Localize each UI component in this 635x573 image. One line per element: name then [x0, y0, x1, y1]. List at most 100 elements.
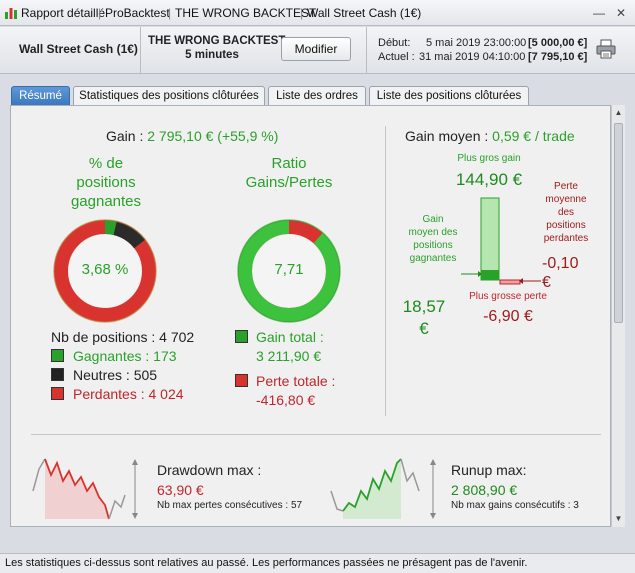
largest-loss-label: Plus grosse perte [469, 291, 547, 302]
drawdown-label: Drawdown max : [157, 462, 262, 478]
drawdown-sparkline [32, 458, 138, 520]
current-date: 31 mai 2019 04:10:00 [419, 51, 526, 63]
title-separator: | [98, 6, 102, 20]
vertical-scrollbar[interactable]: ▲ ▼ [611, 105, 625, 527]
title-separator: | [300, 6, 304, 20]
printer-icon[interactable] [595, 38, 617, 60]
avg-winning-value-line: 18,57 [402, 297, 446, 316]
avg-losing-value: -0,10 € [542, 254, 578, 292]
drawdown-value: 63,90 € [157, 482, 204, 498]
ratio-value: 7,71 [274, 261, 304, 278]
legend-neutral: Neutres : 505 [73, 367, 158, 383]
winning-pct-value: 3,68 % [81, 261, 129, 278]
title-item-report: Rapport détaillé [21, 6, 106, 20]
runup-sparkline [330, 458, 436, 519]
drawdown-line-after [108, 494, 126, 520]
tab-resume[interactable]: Résumé [11, 86, 70, 106]
runup-range-arrow-down [430, 513, 436, 519]
ring-outline [53, 219, 157, 323]
avg-winning-label-line: Gain [422, 214, 444, 225]
tab-closed-positions-stats[interactable]: Statistiques des positions clôturées [73, 86, 265, 106]
average-gain-line: Gain moyen : 0,59 € / trade [405, 128, 575, 144]
avg-losing-label-line: moyenne [545, 194, 587, 205]
drawdown-line-before [32, 458, 46, 492]
gain-line: Gain : 2 795,10 € (+55,9 %) [106, 128, 278, 144]
avg-winning-value: 18,57 € [396, 296, 452, 340]
perte-totale-value: -416,80 € [256, 392, 316, 408]
drawdown-range-arrow-up [132, 459, 138, 465]
avg-losing-label: Perte moyenne des positions perdantes [535, 180, 597, 245]
gain-total-value: 3 211,90 € [256, 348, 322, 364]
runup-value: 2 808,90 € [451, 482, 518, 498]
title-item-backtest: THE WRONG BACKTEST [175, 6, 317, 20]
winning-title-line: gagnantes [70, 193, 142, 210]
minimize-icon[interactable]: — [593, 6, 605, 20]
legend-neutral-swatch [51, 368, 64, 381]
winning-title-line: positions [76, 174, 136, 191]
current-value: [7 795,10 €] [528, 51, 588, 63]
runup-sub: Nb max gains consécutifs : 3 [451, 500, 579, 511]
report-header: Wall Street Cash (1€) THE WRONG BACKTEST… [0, 27, 635, 74]
title-item-probacktest: ProBacktest [105, 6, 170, 20]
average-gain-label: Gain moyen : [405, 128, 489, 144]
gain-loss-bar-diagram [461, 197, 541, 285]
drawdown-range-arrow-down [132, 513, 138, 519]
ratio-ring-gain-segment [238, 220, 340, 322]
avg-winning-label-line: moyen des [408, 227, 458, 238]
ratio-ring-outline [237, 219, 341, 323]
largest-loss-bar [499, 279, 521, 285]
perte-totale-label: Perte totale : [256, 373, 336, 389]
close-icon[interactable]: ✕ [615, 6, 627, 20]
winning-title-line: % de [88, 155, 124, 172]
tab-orders-list[interactable]: Liste des ordres [268, 86, 366, 106]
ratio-title-line: Gains/Pertes [245, 174, 333, 191]
backtest-timeframe: 5 minutes [185, 49, 239, 61]
scrollbar-thumb[interactable] [614, 123, 623, 323]
legend-winners-swatch [51, 349, 64, 362]
gain-loss-ratio-ring [237, 219, 341, 323]
gain-label: Gain : [106, 128, 144, 144]
runup-label: Runup max: [451, 462, 527, 478]
largest-gain-label: Plus gros gain [457, 153, 521, 164]
largest-gain-bar [480, 197, 500, 281]
current-label: Actuel : [378, 51, 415, 63]
average-gain-value: 0,59 € / trade [492, 128, 575, 144]
modify-button[interactable]: Modifier [281, 37, 351, 61]
largest-loss-value: -6,90 € [483, 308, 533, 325]
legend-winners: Gagnantes : 173 [73, 348, 177, 364]
instrument-box: Wall Street Cash (1€) [0, 27, 141, 73]
legend-losers-swatch [51, 387, 64, 400]
ratio-title: Ratio Gains/Pertes [229, 154, 349, 192]
avg-winning-label: Gain moyen des positions gagnantes [398, 213, 468, 265]
title-item-instrument: Wall Street Cash (1€) [307, 6, 422, 20]
avg-losing-value-line: € [542, 274, 551, 291]
avg-losing-label-line: Perte [554, 181, 578, 192]
runup-line-after [400, 458, 420, 492]
runup-line-before [330, 490, 344, 512]
ratio-title-line: Ratio [271, 155, 307, 172]
window-titlebar: Rapport détaillé | ProBacktest | THE WRO… [0, 0, 635, 26]
runup-area [343, 459, 401, 519]
runup-line [342, 458, 402, 512]
winning-positions-ring [53, 219, 157, 323]
backtest-name: THE WRONG BACKTEST [148, 35, 286, 47]
nb-positions: Nb de positions : 4 702 [51, 329, 195, 345]
start-value: [5 000,00 €] [528, 37, 588, 49]
scroll-down-icon[interactable]: ▼ [614, 514, 623, 523]
avg-losing-value-line: -0,10 [542, 255, 579, 272]
ring-winners-segment [54, 220, 156, 322]
avg-winning-label-line: positions [413, 240, 453, 251]
scroll-up-icon[interactable]: ▲ [614, 108, 623, 117]
horizontal-divider [31, 434, 601, 435]
average-gain-arrow-head [478, 271, 482, 277]
summary-panel: Gain : 2 795,10 € (+55,9 %) % de positio… [10, 105, 611, 527]
tab-closed-positions-list[interactable]: Liste des positions clôturées [369, 86, 529, 106]
gain-total-swatch [235, 330, 248, 343]
largest-gain-value: 144,90 € [455, 170, 523, 189]
avg-losing-label-line: positions [546, 220, 586, 231]
status-bar: Les statistiques ci-dessus sont relative… [0, 553, 635, 573]
backtest-box: THE WRONG BACKTEST 5 minutes Modifier [141, 27, 367, 73]
drawdown-sub: Nb max pertes consécutives : 57 [157, 500, 303, 511]
start-label: Début: [378, 37, 411, 49]
average-gain-bar [481, 270, 499, 280]
